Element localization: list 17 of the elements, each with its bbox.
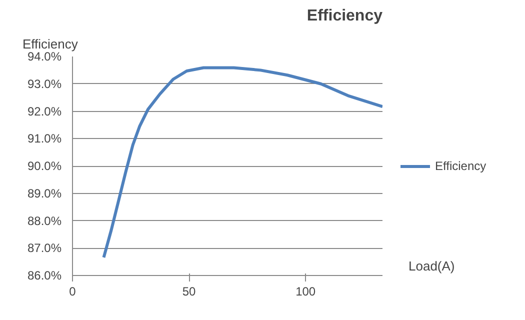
y-tick-label: 87.0% [27,241,62,256]
x-tick-label: 0 [69,284,76,298]
x-axis-title: Load(A) [408,258,455,274]
y-tick-label: 91.0% [27,132,62,146]
y-tick-label: 92.0% [27,104,62,118]
line-series [102,66,382,259]
x-tick-label: 100 [296,284,316,298]
y-tick-label: 90.0% [27,159,62,173]
y-axis-title: Efficiency [22,36,78,52]
y-tick-label: 94.0% [27,50,62,64]
chart-title: Efficiency [306,8,383,24]
y-tick-label: 86.0% [27,268,62,282]
y-tick-label: 88.0% [27,214,62,228]
y-tick-label: 89.0% [27,186,62,200]
legend-label: Efficiency [435,158,486,172]
x-tick-label: 50 [182,284,196,298]
y-tick-label: 93.0% [27,76,62,91]
